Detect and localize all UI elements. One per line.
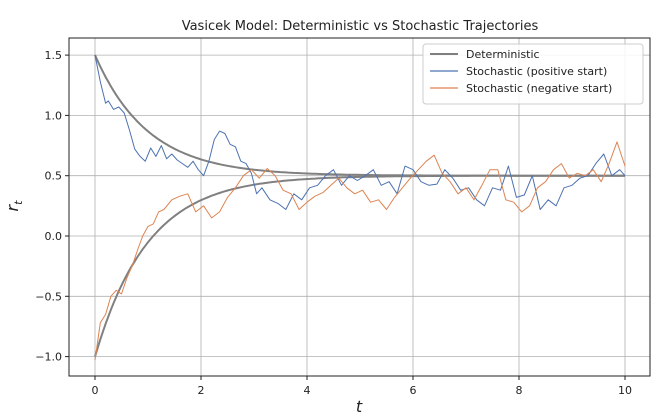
y-axis-label: rt <box>3 200 25 212</box>
y-axis: −1.0 −0.5 0.0 0.5 1.0 1.5 <box>35 49 69 364</box>
y-tick-label: 0.5 <box>45 170 63 183</box>
y-tick-label: 1.0 <box>45 109 63 122</box>
chart-title: Vasicek Model: Deterministic vs Stochast… <box>182 19 539 34</box>
legend-label: Deterministic <box>466 48 540 61</box>
plot-frame <box>68 37 651 377</box>
stochastic-negative-line <box>94 141 626 361</box>
svg-text:rt: rt <box>3 200 25 212</box>
deterministic-line-negative <box>94 174 625 357</box>
y-tick-label: 0.0 <box>45 230 63 243</box>
legend-label: Stochastic (positive start) <box>466 65 607 78</box>
y-tick-label: 1.5 <box>45 49 63 62</box>
x-tick-label: 6 <box>410 384 417 397</box>
x-tick-label: 8 <box>516 384 523 397</box>
x-tick-label: 4 <box>304 384 311 397</box>
legend-frame <box>422 43 644 105</box>
legend: Deterministic Stochastic (positive start)… <box>422 43 644 105</box>
legend-label: Stochastic (negative start) <box>466 82 612 95</box>
x-axis-label: t <box>356 397 363 416</box>
x-axis: 0 2 4 6 8 10 <box>92 376 632 397</box>
x-tick-label: 0 <box>92 384 99 397</box>
x-tick-label: 10 <box>618 384 632 397</box>
y-tick-label: −0.5 <box>35 290 62 303</box>
y-tick-label: −1.0 <box>35 351 62 364</box>
series-group <box>94 54 626 361</box>
stochastic-positive-line <box>94 55 626 210</box>
x-tick-label: 2 <box>198 384 205 397</box>
